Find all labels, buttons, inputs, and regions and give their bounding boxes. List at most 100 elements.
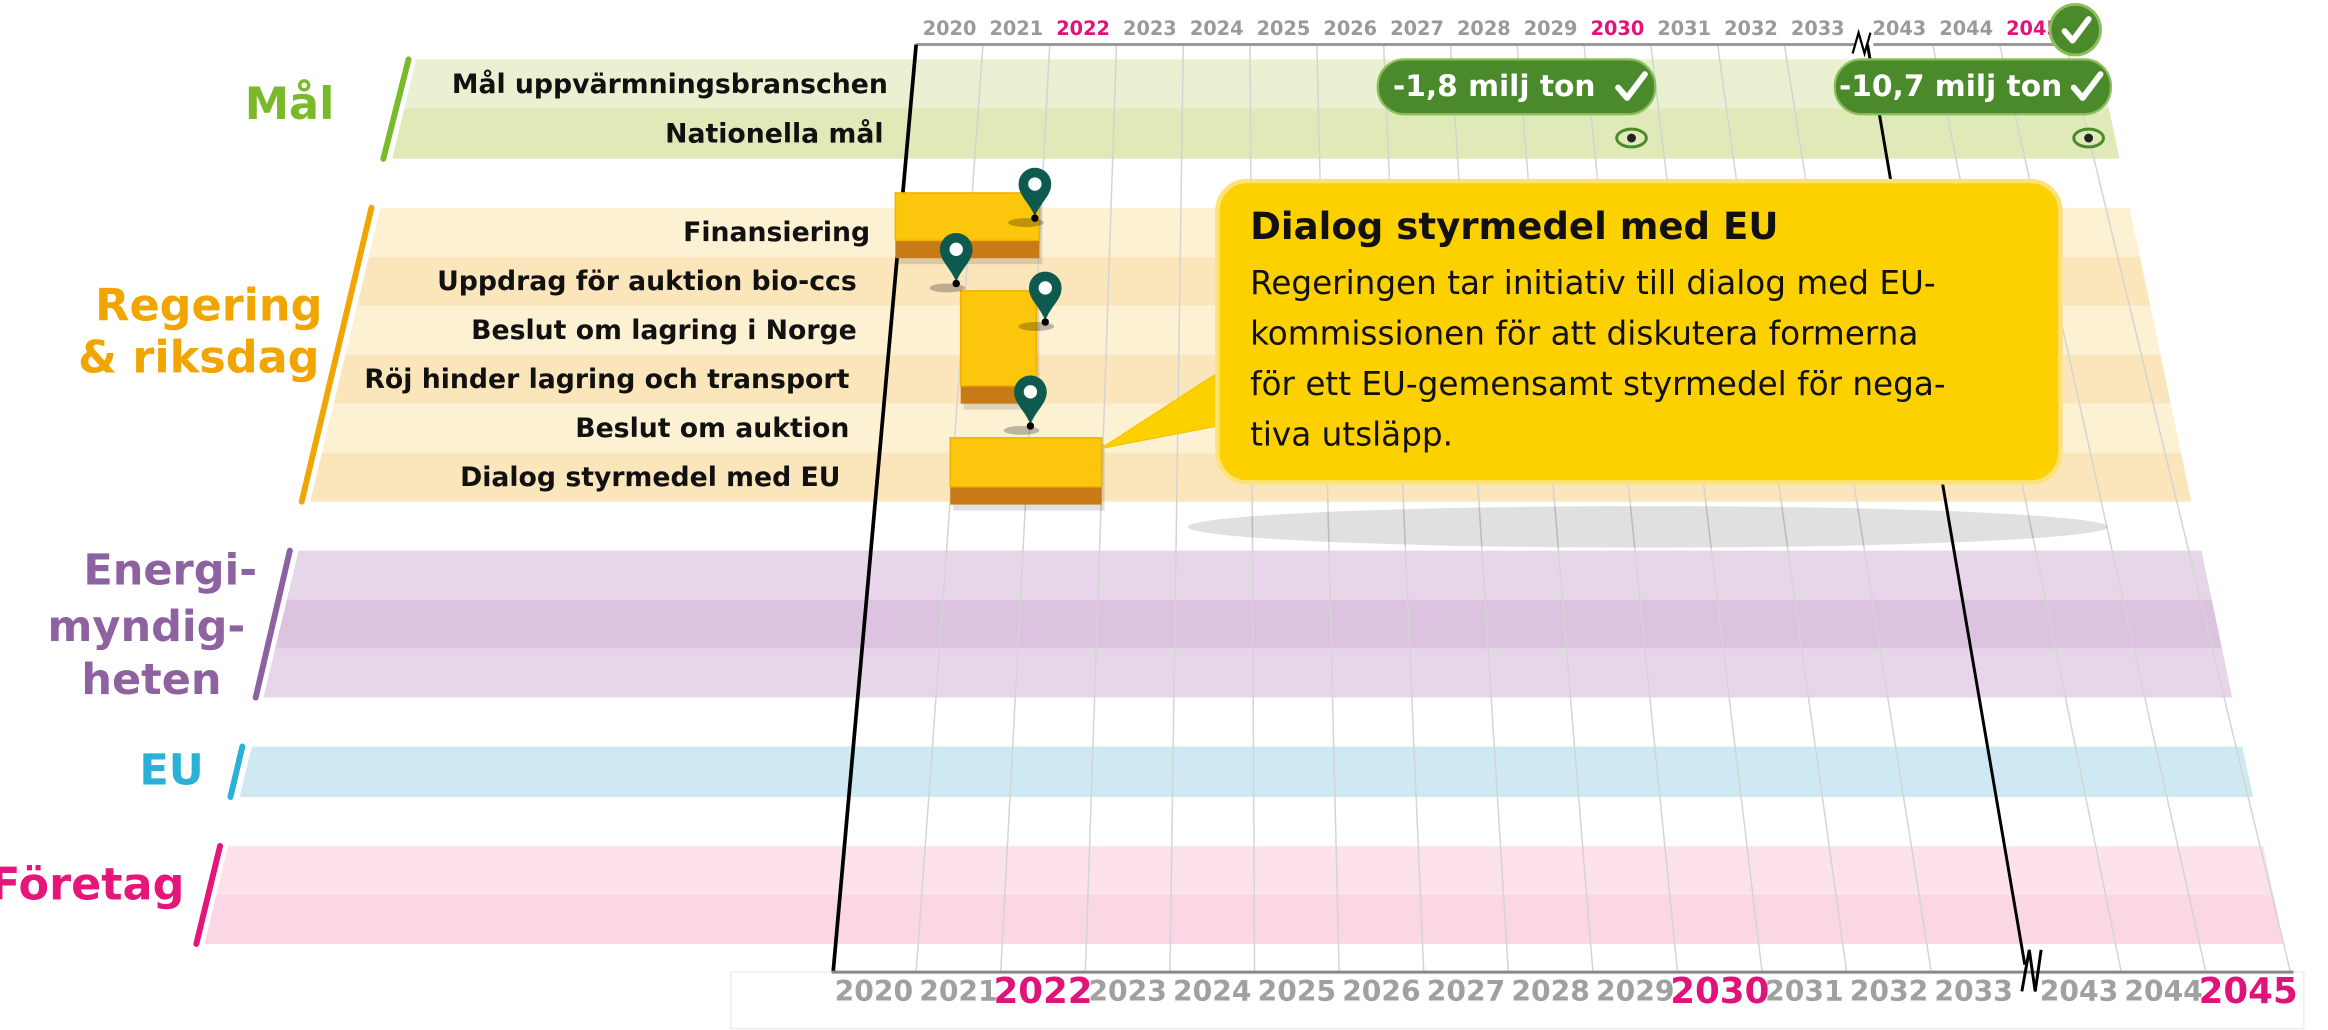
group-stripe bbox=[298, 204, 375, 505]
row-band bbox=[204, 894, 2284, 944]
row-band bbox=[216, 845, 2274, 895]
pin-dot bbox=[1023, 385, 1038, 399]
group-stripe bbox=[193, 842, 224, 947]
bottom-year-label: 2030 bbox=[1670, 971, 1769, 1012]
bottom-year-label: 2022 bbox=[993, 971, 1092, 1012]
row-band bbox=[392, 108, 2120, 159]
block-top bbox=[959, 290, 1038, 387]
axis-break bbox=[1851, 28, 1872, 58]
top-year-label: 2032 bbox=[1724, 17, 1778, 40]
bottom-year-label: 2026 bbox=[1342, 975, 1420, 1008]
group-stripe bbox=[252, 547, 293, 701]
pin-dot bbox=[949, 242, 963, 257]
bottom-year-label: 2025 bbox=[1258, 975, 1336, 1008]
callout-title: Dialog styrmedel med EU bbox=[1250, 205, 1778, 248]
callout-shadow bbox=[1187, 506, 2108, 548]
callout-text: kommissionen för att diskutera formerna bbox=[1250, 314, 1918, 352]
check-mark bbox=[2070, 71, 2104, 101]
row-band bbox=[286, 550, 2212, 600]
bottom-year-label: 2045 bbox=[2199, 971, 2298, 1012]
row-label: Dialog styrmedel med EU bbox=[460, 462, 840, 493]
top-year-label: 2024 bbox=[1190, 17, 1244, 40]
group-label: EU bbox=[139, 746, 203, 796]
target-dot bbox=[2084, 133, 2094, 143]
grid-line bbox=[1169, 44, 1185, 973]
top-year-label: 2029 bbox=[1524, 17, 1578, 40]
bottom-year-label: 2021 bbox=[919, 975, 997, 1008]
bottom-year-label: 2020 bbox=[835, 975, 913, 1008]
row-band bbox=[239, 746, 2254, 797]
group-label: heten bbox=[81, 655, 221, 705]
axis-break bbox=[2020, 949, 2043, 992]
pin bbox=[1014, 375, 1047, 425]
bottom-year-label: 2032 bbox=[1850, 975, 1928, 1008]
top-year-label: 2030 bbox=[1591, 17, 1645, 40]
target-ring bbox=[2072, 127, 2105, 149]
pin-shadow bbox=[1003, 425, 1040, 435]
row-band bbox=[404, 59, 2109, 109]
pin-dot bbox=[1028, 177, 1042, 191]
badge bbox=[1376, 58, 1657, 116]
pin-dot bbox=[1038, 281, 1052, 295]
bottom-year-label: 2044 bbox=[2124, 975, 2202, 1008]
row-label: Röj hinder lagring och transport bbox=[364, 364, 849, 395]
callout-text: tiva utsläpp. bbox=[1250, 415, 1453, 453]
row-label: Beslut om auktion bbox=[575, 413, 849, 444]
row-label: Beslut om lagring i Norge bbox=[471, 315, 857, 346]
pin bbox=[1018, 167, 1052, 217]
group-label: Företag bbox=[0, 860, 184, 911]
badge bbox=[1833, 58, 2113, 116]
row-label: Finansiering bbox=[683, 217, 870, 248]
callout-box bbox=[1215, 178, 2063, 485]
grid-line bbox=[2065, 44, 2292, 973]
check-mark bbox=[2061, 16, 2092, 44]
group-stripe bbox=[227, 743, 246, 800]
block-side bbox=[950, 486, 1102, 505]
block-top bbox=[949, 437, 1103, 488]
group-label: & riksdag bbox=[78, 333, 319, 384]
bottom-year-label: 2031 bbox=[1765, 975, 1843, 1008]
bottom-year-label: 2033 bbox=[1934, 975, 2012, 1008]
group-stripe bbox=[380, 56, 412, 162]
pin-shadow bbox=[1008, 218, 1044, 228]
row-label: Mål uppvärmningsbranschen bbox=[452, 68, 888, 100]
bottom-year-label: 2027 bbox=[1427, 975, 1505, 1008]
grid-line bbox=[1084, 44, 1118, 973]
group-label: Mål bbox=[245, 79, 335, 130]
bottom-year-label: 2028 bbox=[1511, 975, 1589, 1008]
pin-shadow bbox=[1018, 322, 1055, 331]
pin-base bbox=[952, 279, 960, 288]
top-year-label: 2027 bbox=[1390, 17, 1444, 40]
row-label: Uppdrag för auktion bio-ccs bbox=[437, 266, 857, 297]
bottom-year-label: 2043 bbox=[2040, 975, 2118, 1008]
row-band bbox=[275, 599, 2222, 649]
group-label: Regering bbox=[95, 281, 322, 332]
pin-base bbox=[1031, 214, 1039, 222]
bottom-axis-bg bbox=[729, 971, 2305, 1030]
pin-base bbox=[1041, 318, 1049, 326]
top-year-label: 2026 bbox=[1323, 17, 1377, 40]
callout-text: Regeringen tar initiativ till dialog med… bbox=[1250, 264, 1936, 302]
pin-base bbox=[1026, 422, 1035, 430]
bottom-year-label: 2029 bbox=[1596, 975, 1674, 1008]
badge-label: -1,8 milj ton bbox=[1393, 68, 1596, 103]
row-label: Nationella mål bbox=[665, 118, 883, 150]
top-year-label: 2021 bbox=[989, 17, 1043, 40]
goal-check bbox=[2048, 2, 2102, 57]
check-mark bbox=[1615, 71, 1648, 101]
bottom-year-label: 2024 bbox=[1173, 975, 1251, 1008]
top-year-label: 2028 bbox=[1457, 17, 1511, 40]
group-label: Energi- bbox=[83, 545, 257, 595]
bottom-year-label: 2023 bbox=[1088, 975, 1166, 1008]
top-year-label: 2043 bbox=[1873, 17, 1927, 40]
target-dot bbox=[1627, 133, 1636, 143]
top-year-label: 2044 bbox=[1939, 17, 1993, 40]
pin-shadow bbox=[929, 283, 966, 293]
top-year-label: 2033 bbox=[1791, 17, 1845, 40]
group-label: myndig- bbox=[48, 602, 246, 652]
top-year-label: 2045 bbox=[2006, 17, 2060, 40]
top-year-label: 2025 bbox=[1257, 17, 1311, 40]
callout-text: för ett EU-gemensamt styrmedel för nega- bbox=[1250, 365, 1946, 403]
